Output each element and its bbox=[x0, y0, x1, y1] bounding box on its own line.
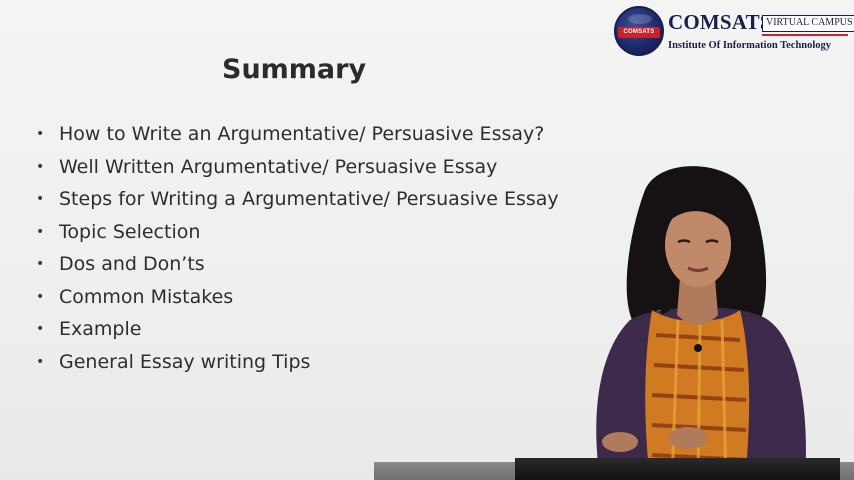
bullet-icon: • bbox=[36, 256, 45, 272]
bullet-item: • General Essay writing Tips bbox=[36, 350, 596, 375]
bullet-item: • Common Mistakes bbox=[36, 285, 596, 310]
bullet-item: • Example bbox=[36, 317, 596, 342]
comsats-seal-icon: COMSATS bbox=[614, 6, 664, 56]
logo-rule bbox=[762, 34, 848, 36]
bullet-item: • Steps for Writing a Argumentative/ Pers… bbox=[36, 187, 596, 212]
logo-institute: Institute Of Information Technology bbox=[668, 40, 832, 51]
bullet-icon: • bbox=[36, 321, 45, 337]
comsats-logo: COMSATS COMSATS VIRTUAL CAMPUS Institute… bbox=[614, 4, 854, 58]
presenter-figure bbox=[596, 166, 806, 480]
slide-title: Summary bbox=[222, 54, 367, 85]
virtual-campus-badge: VIRTUAL CAMPUS bbox=[762, 15, 854, 32]
bullet-text: Well Written Argumentative/ Persuasive E… bbox=[59, 155, 498, 178]
logo-brand: COMSATS bbox=[668, 10, 772, 34]
bullet-icon: • bbox=[36, 191, 45, 207]
bullet-icon: • bbox=[36, 158, 45, 175]
bullet-item: • Topic Selection bbox=[36, 220, 596, 245]
bullet-icon: • bbox=[36, 353, 45, 370]
bullet-icon: • bbox=[36, 223, 45, 240]
bullet-item: • Dos and Don’ts bbox=[36, 252, 596, 277]
bullet-item: • How to Write an Argumentative/ Persuasi… bbox=[36, 122, 596, 147]
bullet-text: Example bbox=[59, 318, 142, 340]
bullet-text: Common Mistakes bbox=[59, 285, 234, 308]
bullet-icon: • bbox=[36, 288, 45, 305]
bullet-item: • Well Written Argumentative/ Persuasive … bbox=[36, 155, 596, 180]
seal-text: COMSATS bbox=[618, 27, 660, 38]
bullet-icon: • bbox=[36, 126, 45, 142]
bullet-text: Topic Selection bbox=[59, 220, 201, 243]
bullet-text: General Essay writing Tips bbox=[59, 350, 311, 373]
bullet-text: Steps for Writing a Argumentative/ Persu… bbox=[59, 188, 559, 210]
bullet-text: How to Write an Argumentative/ Persuasiv… bbox=[59, 123, 545, 145]
summary-bullet-list: • How to Write an Argumentative/ Persuasi… bbox=[36, 122, 596, 382]
bullet-text: Dos and Don’ts bbox=[59, 253, 205, 275]
podium bbox=[515, 458, 840, 480]
